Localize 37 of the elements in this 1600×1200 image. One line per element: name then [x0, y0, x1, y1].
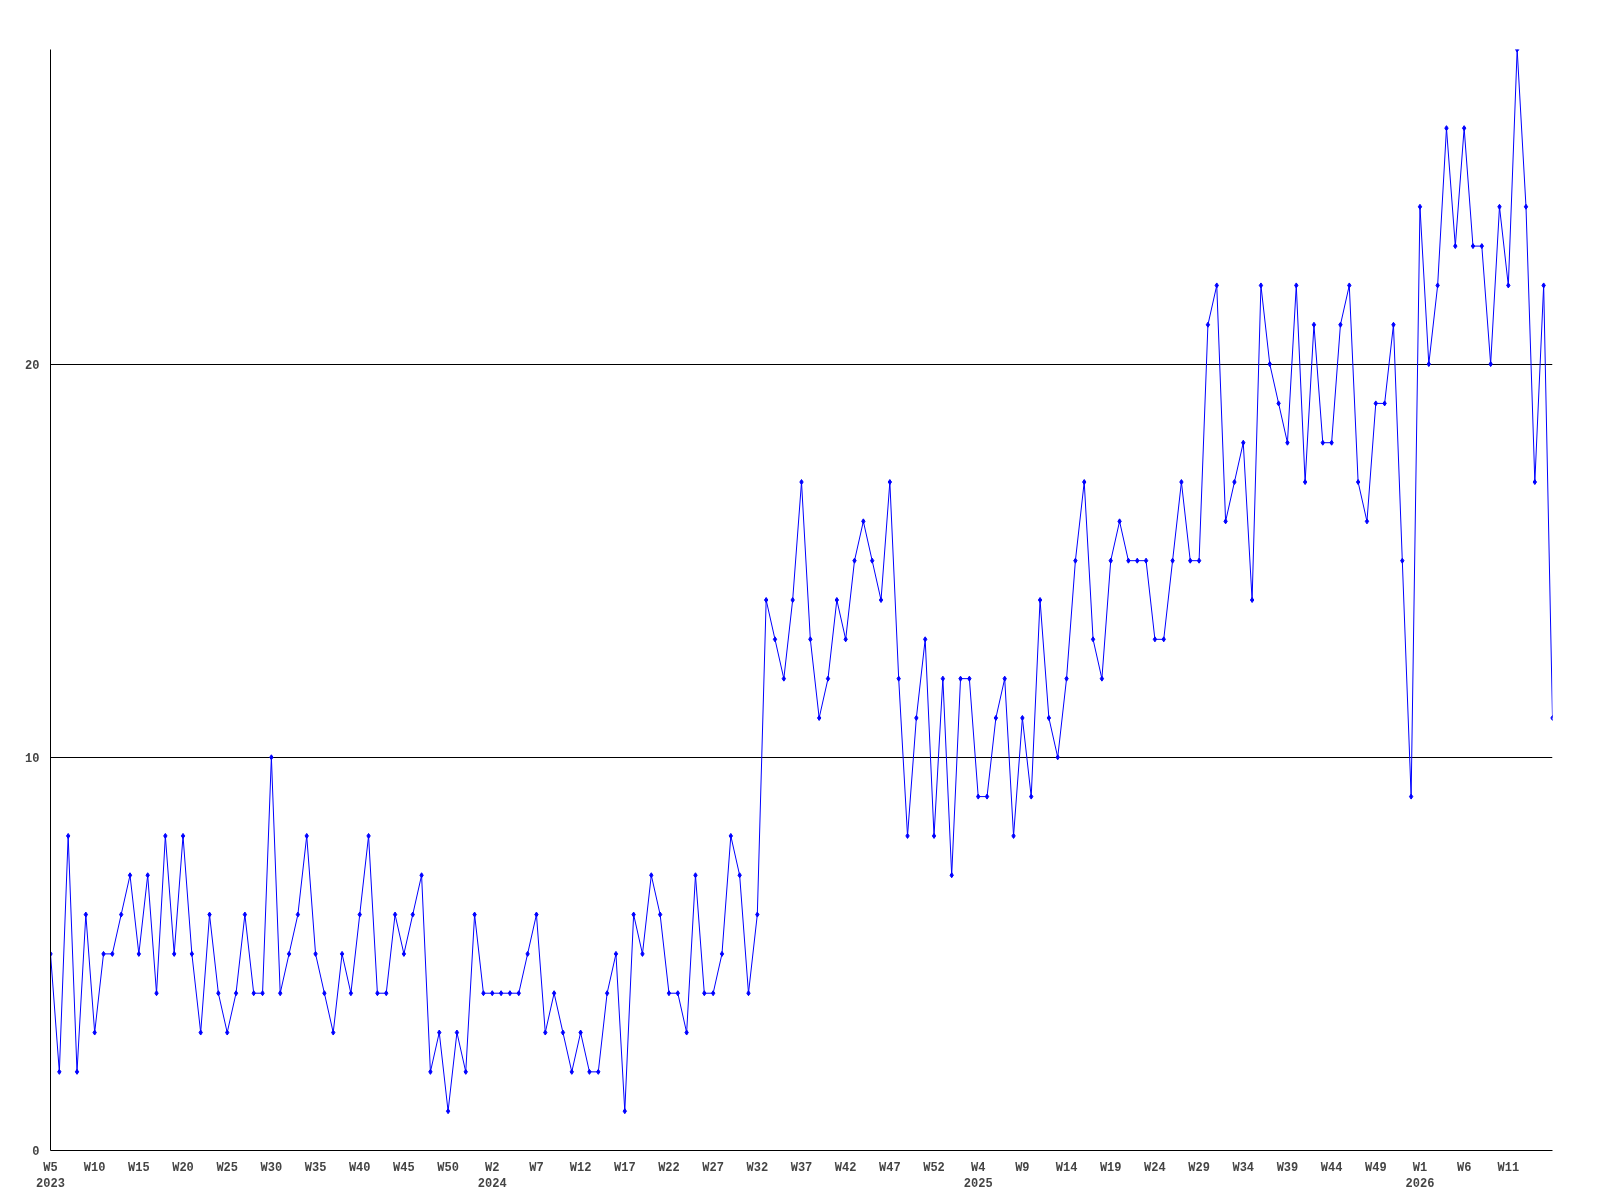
x-tick-label: W40 — [348, 1160, 371, 1175]
y-tick-label: 0 — [32, 1145, 40, 1159]
x-tick-label: W17 — [613, 1160, 636, 1175]
x-tick-label: W1 2026 — [1405, 1160, 1435, 1192]
x-tick-label: W47 — [879, 1160, 901, 1175]
y-tick-label: 20 — [25, 358, 40, 373]
x-tick-label: W12 — [569, 1160, 592, 1175]
x-tick-label: W42 — [834, 1160, 857, 1175]
x-tick-label: W7 — [529, 1160, 544, 1175]
x-tick-label: W37 — [790, 1160, 813, 1175]
x-tick-label: W9 — [1015, 1160, 1030, 1175]
x-tick-label: W27 — [702, 1160, 724, 1175]
x-tick-label: W10 — [83, 1160, 106, 1175]
x-tick-label: W44 — [1320, 1160, 1343, 1175]
x-tick-label: W5 2023 — [36, 1160, 65, 1192]
x-tick-label: W20 — [172, 1160, 194, 1175]
y-tick-label: 10 — [25, 751, 40, 766]
x-tick-label: W35 — [304, 1160, 327, 1175]
x-tick-label: W49 — [1364, 1160, 1387, 1175]
x-tick-label: W32 — [746, 1160, 769, 1175]
x-tick-label: W24 — [1144, 1160, 1166, 1175]
x-tick-label: W22 — [658, 1160, 680, 1175]
x-tick-label: W50 — [437, 1160, 459, 1175]
x-tick-label: W15 — [128, 1160, 150, 1175]
x-tick-label: W2 2024 — [477, 1160, 507, 1192]
x-tick-label: W6 — [1456, 1160, 1472, 1175]
x-tick-label: W29 — [1188, 1160, 1210, 1175]
x-tick-label: W34 — [1232, 1160, 1255, 1175]
x-tick-label: W30 — [260, 1160, 283, 1175]
x-tick-label: W25 — [216, 1160, 239, 1175]
x-tick-label: W52 — [923, 1160, 945, 1175]
x-tick-label: W4 2025 — [963, 1160, 993, 1192]
x-tick-label: W14 — [1055, 1160, 1078, 1175]
x-tick-label: W45 — [393, 1160, 415, 1175]
x-tick-label: W11 — [1497, 1160, 1520, 1175]
x-tick-label: W19 — [1099, 1160, 1122, 1175]
x-tick-label: W39 — [1276, 1160, 1299, 1175]
